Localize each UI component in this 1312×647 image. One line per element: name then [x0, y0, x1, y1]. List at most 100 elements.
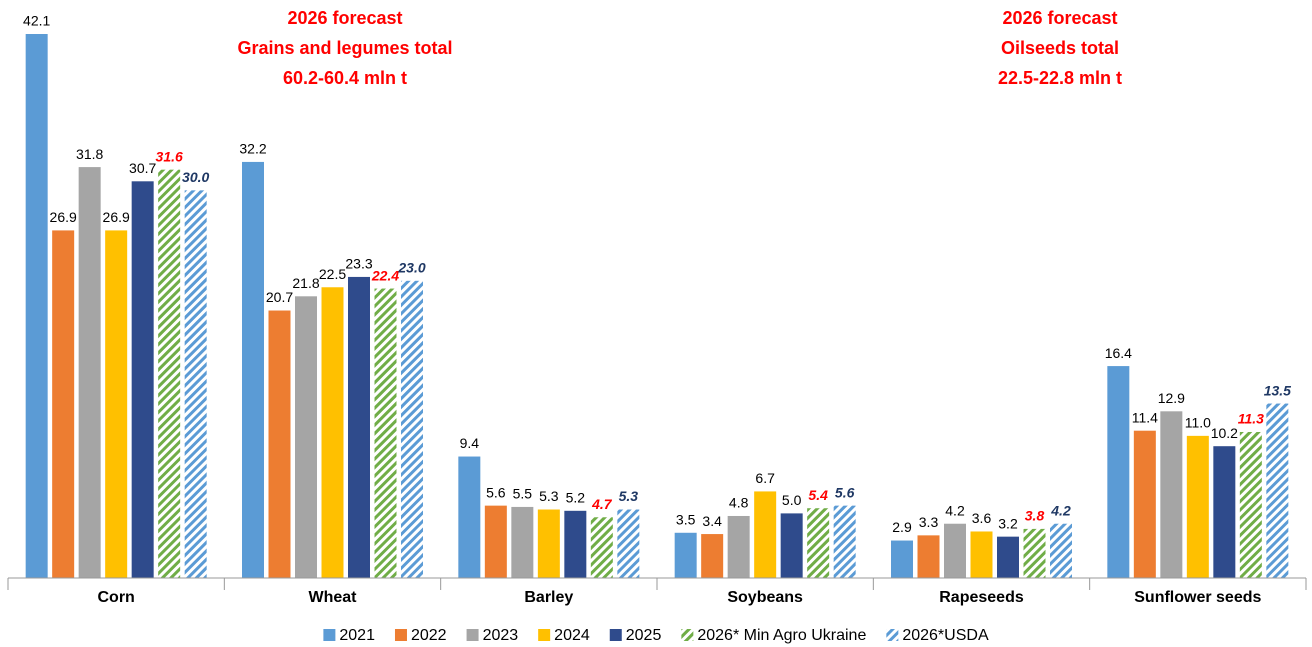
- bar: [617, 509, 640, 578]
- annotation: Grains and legumes total: [237, 38, 452, 58]
- data-label: 4.7: [591, 496, 613, 512]
- annotation: 2026 forecast: [1002, 8, 1117, 28]
- data-label: 5.5: [513, 486, 533, 502]
- bar: [727, 515, 750, 578]
- x-tick-label: Barley: [524, 589, 573, 606]
- data-label: 16.4: [1105, 345, 1132, 361]
- data-label: 9.4: [460, 435, 480, 451]
- data-label: 20.7: [266, 289, 293, 305]
- bar: [701, 534, 724, 578]
- legend-label: 2024: [554, 627, 590, 644]
- data-label: 5.3: [539, 488, 559, 504]
- bar: [105, 230, 128, 578]
- data-label: 30.7: [129, 160, 156, 176]
- bar: [268, 310, 291, 578]
- data-label: 3.8: [1025, 508, 1045, 524]
- bar: [754, 491, 777, 578]
- bar: [484, 505, 507, 578]
- bar: [807, 508, 830, 578]
- bar: [1160, 411, 1183, 578]
- bar: [1050, 523, 1072, 578]
- bar: [944, 523, 966, 578]
- x-tick-label: Wheat: [309, 589, 358, 606]
- bar: [1186, 435, 1209, 578]
- data-label: 26.9: [103, 209, 130, 225]
- data-label: 4.2: [1050, 502, 1071, 518]
- bar: [158, 169, 181, 579]
- bar: [131, 181, 154, 579]
- bar: [891, 540, 913, 578]
- bar: [917, 535, 940, 578]
- legend-label: 2025: [626, 627, 662, 644]
- data-label: 5.3: [619, 488, 639, 504]
- data-label: 13.5: [1264, 382, 1291, 398]
- bar: [458, 456, 481, 578]
- bar: [1107, 366, 1130, 578]
- data-label: 10.2: [1211, 425, 1238, 441]
- data-label: 26.9: [50, 209, 77, 225]
- data-label: 30.0: [182, 169, 209, 185]
- bar: [833, 505, 856, 578]
- bar: [374, 288, 397, 578]
- data-label: 5.6: [835, 484, 855, 500]
- bar: [184, 190, 207, 578]
- data-label: 31.6: [156, 148, 183, 164]
- data-label: 12.9: [1158, 390, 1185, 406]
- bar: [1239, 431, 1262, 578]
- data-label: 23.3: [345, 256, 372, 272]
- bar: [242, 161, 264, 578]
- bar: [78, 167, 101, 578]
- data-label: 11.3: [1238, 411, 1264, 427]
- legend-swatch: [886, 629, 899, 641]
- bar: [401, 280, 423, 578]
- annotation: 22.5-22.8 mln t: [998, 68, 1122, 88]
- bar: [25, 34, 48, 578]
- annotation: 2026 forecast: [287, 8, 402, 28]
- bar: [537, 509, 560, 578]
- bar: [1133, 430, 1156, 578]
- data-label: 5.0: [782, 492, 802, 508]
- legend-swatch: [609, 629, 622, 641]
- legend-label: 2026*USDA: [902, 627, 989, 644]
- bar: [1023, 528, 1046, 578]
- legend-swatch: [681, 629, 694, 641]
- data-label: 11.4: [1132, 409, 1158, 425]
- data-label: 22.5: [319, 266, 346, 282]
- x-tick-label: Rapeseeds: [939, 589, 1024, 606]
- legend-label: 2023: [483, 627, 519, 644]
- data-label: 3.6: [972, 510, 992, 526]
- annotation: 60.2-60.4 mln t: [283, 68, 407, 88]
- x-tick-label: Sunflower seeds: [1134, 589, 1261, 606]
- x-tick-label: Corn: [98, 589, 135, 606]
- legend-swatch: [466, 629, 479, 641]
- bar: [348, 276, 370, 578]
- bar: [511, 506, 534, 578]
- x-tick-label: Soybeans: [727, 589, 803, 606]
- bar: [1266, 403, 1289, 578]
- bar: [780, 513, 803, 578]
- data-label: 3.2: [998, 515, 1018, 531]
- data-label: 23.0: [397, 260, 425, 276]
- legend-swatch: [538, 629, 551, 641]
- data-label: 21.8: [292, 275, 319, 291]
- bar: [590, 517, 613, 578]
- bar: [674, 532, 697, 578]
- data-label: 11.0: [1185, 415, 1211, 431]
- annotation: Oilseeds total: [1001, 38, 1119, 58]
- bar: [1213, 446, 1236, 578]
- bar: [564, 510, 587, 578]
- legend-swatch: [394, 629, 407, 641]
- bar: [970, 531, 993, 578]
- data-label: 3.4: [702, 513, 722, 529]
- bar: [52, 230, 75, 578]
- data-label: 5.6: [486, 484, 506, 500]
- data-label: 31.8: [76, 146, 103, 162]
- bar: [295, 296, 317, 578]
- data-label: 3.3: [919, 514, 939, 530]
- bar: [997, 536, 1019, 578]
- data-label: 6.7: [755, 470, 775, 486]
- legend-swatch: [323, 629, 336, 641]
- data-label: 42.1: [23, 13, 50, 29]
- legend-label: 2026* Min Agro Ukraine: [697, 627, 866, 644]
